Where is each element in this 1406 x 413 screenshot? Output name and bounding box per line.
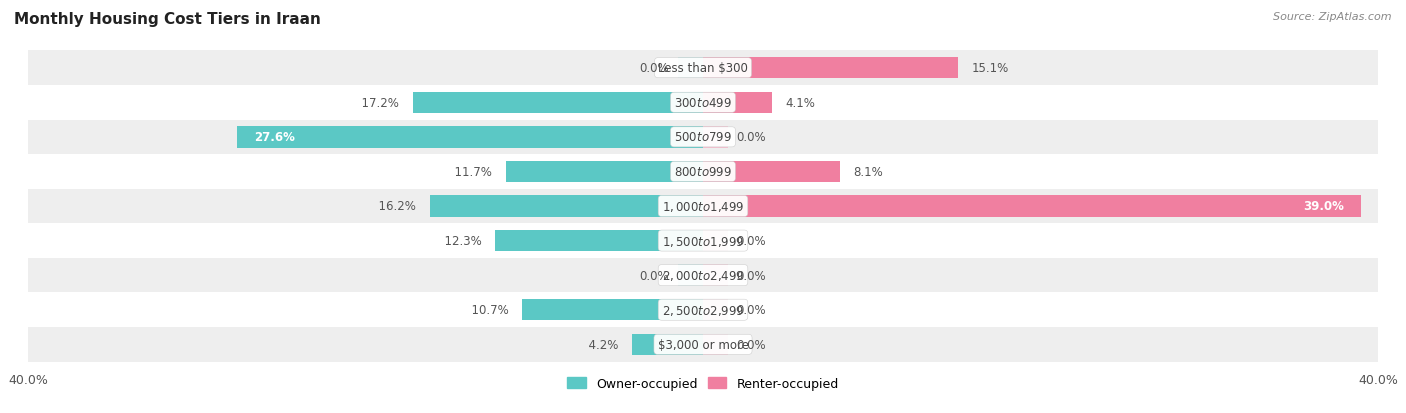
Bar	[495, 230, 703, 252]
Text: 27.6%: 27.6%	[254, 131, 295, 144]
Text: 0.0%: 0.0%	[737, 235, 766, 247]
Text: 0.0%: 0.0%	[737, 131, 766, 144]
Text: 17.2%: 17.2%	[354, 97, 399, 109]
Bar	[703, 161, 839, 183]
Bar	[413, 93, 703, 114]
Bar	[28, 120, 1378, 155]
Bar	[703, 230, 728, 252]
Bar	[430, 196, 703, 217]
Bar	[238, 127, 703, 148]
Text: $2,500 to $2,999: $2,500 to $2,999	[662, 303, 744, 317]
Text: 12.3%: 12.3%	[437, 235, 482, 247]
Bar	[703, 196, 1361, 217]
Bar	[678, 265, 703, 286]
Bar	[28, 189, 1378, 224]
Bar	[678, 58, 703, 79]
Bar	[28, 51, 1378, 86]
Text: $1,500 to $1,999: $1,500 to $1,999	[662, 234, 744, 248]
Text: 4.2%: 4.2%	[581, 338, 619, 351]
Text: 0.0%: 0.0%	[737, 338, 766, 351]
Text: $3,000 or more: $3,000 or more	[658, 338, 748, 351]
Bar	[703, 334, 728, 355]
Text: $800 to $999: $800 to $999	[673, 166, 733, 178]
Text: 0.0%: 0.0%	[640, 62, 669, 75]
Text: 10.7%: 10.7%	[464, 304, 509, 316]
Text: 0.0%: 0.0%	[737, 304, 766, 316]
Bar	[28, 86, 1378, 120]
Text: $1,000 to $1,499: $1,000 to $1,499	[662, 199, 744, 214]
Text: Source: ZipAtlas.com: Source: ZipAtlas.com	[1274, 12, 1392, 22]
Bar	[28, 224, 1378, 258]
Text: 11.7%: 11.7%	[447, 166, 492, 178]
Text: $2,000 to $2,499: $2,000 to $2,499	[662, 268, 744, 282]
Bar	[523, 299, 703, 320]
Legend: Owner-occupied, Renter-occupied: Owner-occupied, Renter-occupied	[562, 372, 844, 395]
Text: $300 to $499: $300 to $499	[673, 97, 733, 109]
Text: $500 to $799: $500 to $799	[673, 131, 733, 144]
Bar	[506, 161, 703, 183]
Text: 8.1%: 8.1%	[853, 166, 883, 178]
Text: 0.0%: 0.0%	[640, 269, 669, 282]
Bar	[28, 293, 1378, 327]
Bar	[28, 155, 1378, 189]
Text: Monthly Housing Cost Tiers in Iraan: Monthly Housing Cost Tiers in Iraan	[14, 12, 321, 27]
Bar	[28, 258, 1378, 293]
Text: Less than $300: Less than $300	[658, 62, 748, 75]
Bar	[703, 58, 957, 79]
Text: 39.0%: 39.0%	[1303, 200, 1344, 213]
Bar	[703, 93, 772, 114]
Bar	[703, 265, 728, 286]
Bar	[703, 127, 728, 148]
Bar	[633, 334, 703, 355]
Text: 0.0%: 0.0%	[737, 269, 766, 282]
Text: 16.2%: 16.2%	[371, 200, 416, 213]
Bar	[703, 299, 728, 320]
Bar	[28, 327, 1378, 362]
Text: 4.1%: 4.1%	[786, 97, 815, 109]
Text: 15.1%: 15.1%	[972, 62, 1008, 75]
